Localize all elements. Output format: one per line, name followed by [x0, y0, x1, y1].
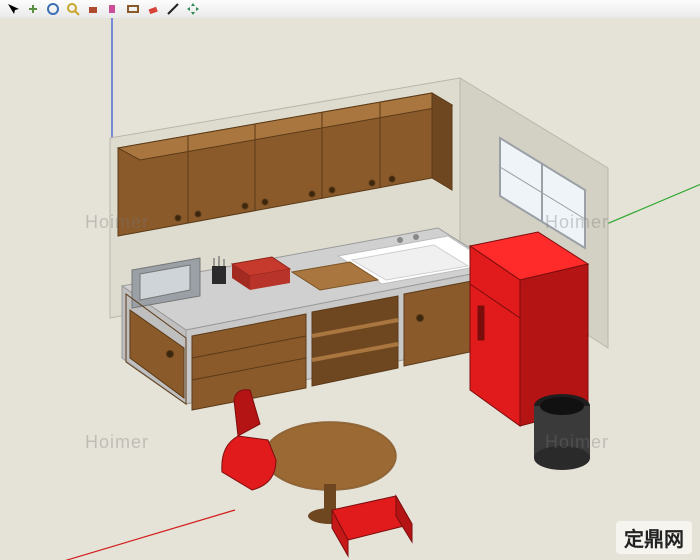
watermark: Hoimer — [545, 432, 609, 453]
toolbar — [0, 0, 700, 18]
rectangle-tool-icon[interactable] — [126, 2, 140, 16]
axis-x — [0, 510, 235, 560]
watermark: Hoimer — [85, 212, 149, 233]
line-tool-icon[interactable] — [166, 2, 180, 16]
chair-right — [332, 496, 412, 556]
model-canvas[interactable] — [0, 18, 700, 560]
zoom-tool-icon[interactable] — [66, 2, 80, 16]
chair-left — [222, 390, 276, 490]
watermark: Hoimer — [545, 212, 609, 233]
move-tool-icon[interactable] — [186, 2, 200, 16]
viewport: Hoimer Hoimer Hoimer Hoimer 定鼎网 — [0, 0, 700, 560]
orbit-tool-icon[interactable] — [46, 2, 60, 16]
eraser-tool-icon[interactable] — [146, 2, 160, 16]
site-label: 定鼎网 — [616, 521, 692, 554]
pan-tool-icon[interactable] — [26, 2, 40, 16]
watermark: Hoimer — [85, 432, 149, 453]
utensil-holder — [212, 256, 226, 284]
paint-tool-icon[interactable] — [106, 2, 120, 16]
select-tool-icon[interactable] — [6, 2, 20, 16]
push-pull-tool-icon[interactable] — [86, 2, 100, 16]
